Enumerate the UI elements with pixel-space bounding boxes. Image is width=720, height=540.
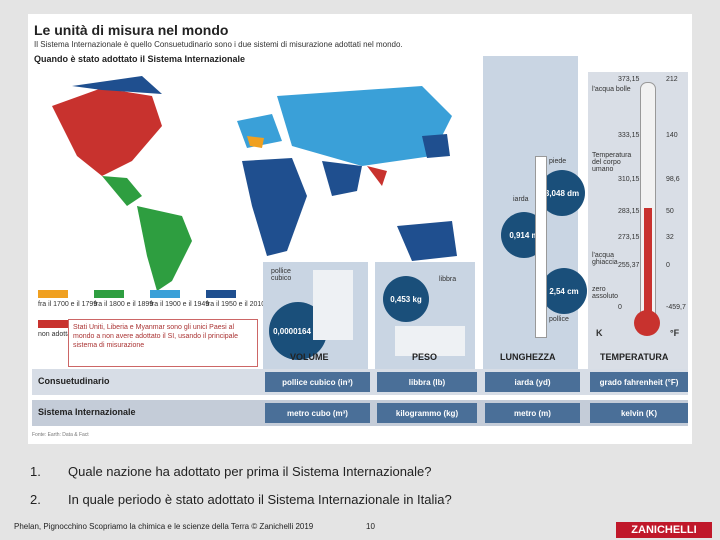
legend-label: fra il 1800 e il 1899 <box>94 301 154 308</box>
legend-item: fra il 1900 e il 1949 <box>150 290 209 309</box>
legend-swatch <box>38 320 68 328</box>
body-temp-label: Temperatura del corpo umano <box>592 152 632 173</box>
fahrenheit-mark: 50 <box>666 208 674 215</box>
question-number: 1. <box>30 464 41 479</box>
table-cell: libbra (lb) <box>377 372 477 392</box>
foot-label: piede <box>549 158 567 165</box>
legend-item: fra il 1800 e il 1899 <box>94 290 153 309</box>
kelvin-mark: 333,15 <box>618 132 640 139</box>
question-number: 2. <box>30 492 41 507</box>
kelvin-mark: 0 <box>618 304 622 311</box>
table-cell: metro (m) <box>485 403 580 423</box>
yard-label: iarda <box>513 196 529 203</box>
table-cell: kilogrammo (kg) <box>377 403 477 423</box>
ruler-icon <box>535 156 547 338</box>
table-cell: iarda (yd) <box>485 372 580 392</box>
question-text: In quale periodo è stato adottato il Sis… <box>68 492 452 507</box>
legend-label: non adottato <box>38 331 77 338</box>
page-number: 10 <box>366 522 375 531</box>
source-credit: Fonte: Earth: Data & Fact <box>32 432 89 438</box>
temperature-panel: l'acqua bolle Temperatura del corpo uman… <box>588 72 688 390</box>
legend-label: fra il 1900 e il 1949 <box>150 301 210 308</box>
legend-swatch <box>38 290 68 298</box>
milk-carton-icon <box>313 270 353 340</box>
weight-value-bubble: 0,453 kg <box>383 276 429 322</box>
boiling-label: l'acqua bolle <box>592 86 631 93</box>
section-heading: Quando è stato adottato il Sistema Inter… <box>34 54 246 64</box>
legend-label: fra il 1700 e il 1799 <box>38 301 98 308</box>
butter-package-icon <box>395 326 465 356</box>
weight-panel: libbra 0,453 kg <box>375 262 475 390</box>
legend-item: fra il 1950 e il 2010 <box>206 290 265 309</box>
row-label: Sistema Internazionale <box>38 407 136 417</box>
kelvin-mark: 255,37 <box>618 262 640 269</box>
question-2: 2. In quale periodo è stato adottato il S… <box>30 492 452 507</box>
fahrenheit-mark: 140 <box>666 132 678 139</box>
table-row-customary: Consuetudinario pollice cubico (in³) lib… <box>32 369 688 395</box>
table-cell: grado fahrenheit (°F) <box>590 372 688 392</box>
question-text: Quale nazione ha adottato per prima il S… <box>68 464 432 479</box>
kelvin-mark: 283,15 <box>618 208 640 215</box>
kelvin-mark: 310,15 <box>618 176 640 183</box>
table-cell: pollice cubico (in³) <box>265 372 370 392</box>
world-map <box>32 66 482 298</box>
volume-panel: pollice cubico 0,0000164 m³ <box>263 262 368 390</box>
column-heading-weight: PESO <box>412 352 438 362</box>
footer-credit: Phelan, Pignocchino Scopriamo la chimica… <box>14 522 314 531</box>
inch-value-bubble: 2,54 cm <box>541 268 587 314</box>
length-panel: piede iarda 3,048 dm 0,914 m 2,54 cm pol… <box>483 56 587 390</box>
column-heading-volume: VOLUME <box>290 352 329 362</box>
column-heading-temperature: TEMPERATURA <box>600 352 669 362</box>
table-cell: metro cubo (m³) <box>265 403 370 423</box>
subtitle: Il Sistema Internazionale è quello Consu… <box>34 40 403 49</box>
thermometer-fill <box>644 208 652 318</box>
fahrenheit-scale-label: °F <box>670 328 680 338</box>
legend-swatch <box>150 290 180 298</box>
thermometer-bulb-icon <box>634 310 660 336</box>
question-1: 1. Quale nazione ha adottato per prima il… <box>30 464 432 479</box>
kelvin-mark: 373,15 <box>618 76 640 83</box>
map-note: Stati Uniti, Liberia e Myanmar sono gli … <box>68 319 258 367</box>
table-row-si: Sistema Internazionale metro cubo (m³) k… <box>32 400 688 426</box>
table-cell: kelvin (K) <box>590 403 688 423</box>
kelvin-mark: 273,15 <box>618 234 640 241</box>
absolute-zero-label: zero assoluto <box>592 286 619 300</box>
legend-item-not-adopted: non adottato <box>38 320 77 339</box>
page-title: Le unità di misura nel mondo <box>34 22 229 38</box>
weight-unit-label: libbra <box>439 276 457 283</box>
fahrenheit-mark: 32 <box>666 234 674 241</box>
zanichelli-logo: ZANICHELLI <box>616 522 712 538</box>
legend-swatch <box>206 290 236 298</box>
fahrenheit-mark: 212 <box>666 76 678 83</box>
fahrenheit-mark: -459,7 <box>666 304 686 311</box>
legend-item: fra il 1700 e il 1799 <box>38 290 97 309</box>
legend-swatch <box>94 290 124 298</box>
inch-label: pollice <box>549 316 569 323</box>
kelvin-scale-label: K <box>596 328 603 338</box>
row-label: Consuetudinario <box>38 376 110 386</box>
column-heading-length: LUNGHEZZA <box>500 352 556 362</box>
freezing-label: l'acqua ghiaccia <box>592 252 618 266</box>
fahrenheit-mark: 98,6 <box>666 176 680 183</box>
fahrenheit-mark: 0 <box>666 262 670 269</box>
legend-label: fra il 1950 e il 2010 <box>206 301 266 308</box>
infographic: Le unità di misura nel mondo Il Sistema … <box>28 14 692 444</box>
volume-unit-label: pollice cubico <box>271 268 292 282</box>
